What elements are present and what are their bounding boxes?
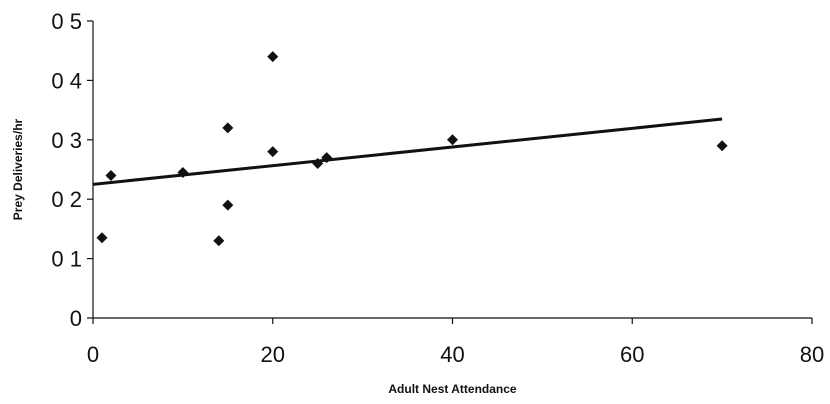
y-tick-label: 0 2 bbox=[51, 187, 82, 212]
x-tick-label: 60 bbox=[620, 342, 644, 367]
x-axis-title: Adult Nest Attendance bbox=[388, 382, 517, 396]
y-tick-label: 0 1 bbox=[51, 247, 82, 272]
data-point bbox=[321, 152, 333, 164]
trendline bbox=[92, 117, 723, 186]
data-point bbox=[267, 51, 279, 63]
data-points bbox=[96, 51, 728, 247]
y-tick-label: 0 4 bbox=[51, 68, 82, 93]
axes bbox=[92, 21, 812, 319]
data-point bbox=[447, 134, 458, 146]
data-point bbox=[312, 158, 324, 170]
y-tick-label: 0 5 bbox=[51, 9, 82, 34]
data-point bbox=[222, 199, 234, 211]
x-tick-label: 40 bbox=[440, 342, 464, 367]
data-point bbox=[105, 169, 117, 181]
x-tick-label: 0 bbox=[87, 342, 99, 367]
y-axis-title-group: Prey Deliveries/hr bbox=[11, 118, 25, 220]
y-axis-title: Prey Deliveries/hr bbox=[11, 118, 25, 220]
y-tick-label: 0 3 bbox=[51, 128, 82, 153]
data-point bbox=[96, 232, 108, 244]
x-tick-label: 80 bbox=[800, 342, 824, 367]
data-point bbox=[213, 235, 225, 247]
data-point bbox=[177, 166, 189, 178]
x-tick-label: 20 bbox=[261, 342, 285, 367]
y-tick-label: 0 bbox=[70, 306, 82, 331]
data-point bbox=[222, 122, 234, 134]
tick-group: 0 0 1 0 2 0 3 0 4 0 5 0 20 40 60 80 bbox=[51, 9, 824, 367]
trendline-group bbox=[92, 117, 723, 186]
data-point bbox=[267, 146, 279, 158]
data-point bbox=[716, 140, 728, 152]
